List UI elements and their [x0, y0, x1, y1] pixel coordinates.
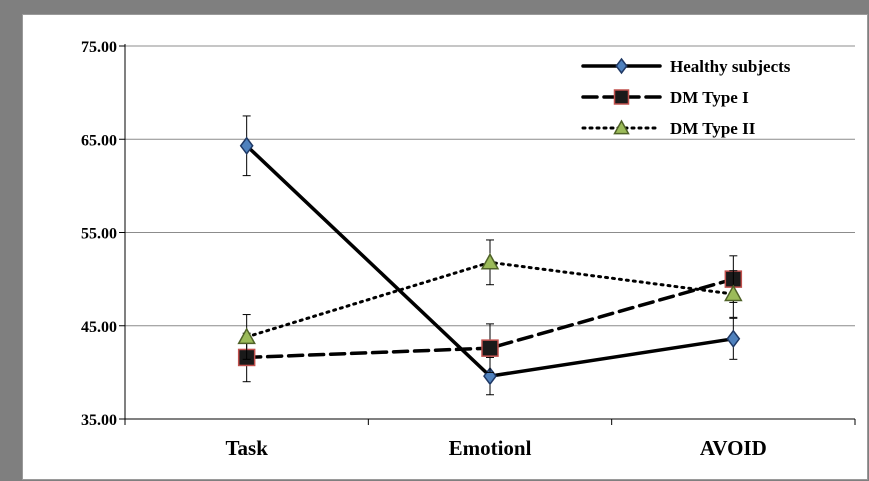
data-point: [481, 339, 499, 357]
legend-entry: Healthy subjects: [581, 57, 791, 76]
y-tick-label: 55.00: [81, 226, 117, 243]
legend-label: DM Type II: [670, 119, 756, 138]
axes: 35.00 45.00 55.00 65.00 75.00 Task Emotionl AVO…: [81, 39, 856, 460]
x-category-label: Emotionl: [449, 436, 532, 460]
data-point: [726, 329, 741, 349]
x-category-label: Task: [225, 436, 268, 460]
legend-entry: DM Type II: [581, 119, 756, 138]
series-marks: [239, 115, 741, 396]
chart-panel: [22, 14, 868, 480]
y-tick-label: 75.00: [81, 39, 117, 56]
x-category-label: AVOID: [700, 436, 767, 460]
legend-marker: [613, 89, 630, 105]
legend-label: DM Type I: [670, 88, 749, 107]
series-layer: [237, 115, 743, 396]
data-point: [724, 284, 743, 302]
y-tick-label: 65.00: [81, 132, 117, 149]
data-point: [237, 327, 256, 345]
data-point: [239, 136, 254, 156]
y-tick-label: 45.00: [81, 319, 117, 336]
legend: Healthy subjects DM Type I DM Type II: [581, 57, 791, 138]
legend-marker: [613, 119, 630, 135]
legend-marker: [615, 57, 628, 75]
series-marks: [237, 239, 743, 360]
legend-entry: DM Type I: [581, 88, 749, 107]
data-point: [480, 252, 500, 270]
y-tick-label: 35.00: [81, 412, 117, 429]
legend-label: Healthy subjects: [670, 57, 791, 76]
